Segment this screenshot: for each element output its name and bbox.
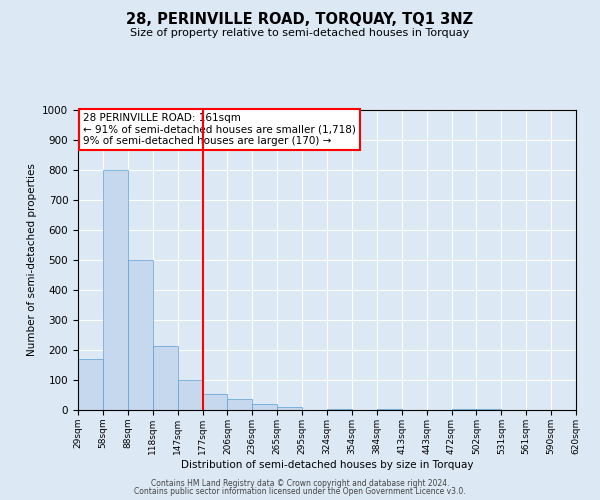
Text: Contains HM Land Registry data © Crown copyright and database right 2024.: Contains HM Land Registry data © Crown c… bbox=[151, 478, 449, 488]
Bar bbox=[103, 170, 128, 410]
Bar bbox=[452, 408, 476, 410]
Bar bbox=[203, 394, 227, 410]
Text: 28, PERINVILLE ROAD, TORQUAY, TQ1 3NZ: 28, PERINVILLE ROAD, TORQUAY, TQ1 3NZ bbox=[127, 12, 473, 28]
Text: 28 PERINVILLE ROAD: 161sqm
← 91% of semi-detached houses are smaller (1,718)
9% : 28 PERINVILLE ROAD: 161sqm ← 91% of semi… bbox=[83, 113, 356, 146]
Bar bbox=[476, 408, 502, 410]
Text: Contains public sector information licensed under the Open Government Licence v3: Contains public sector information licen… bbox=[134, 488, 466, 496]
Bar bbox=[78, 359, 103, 410]
Bar bbox=[227, 398, 253, 410]
Bar bbox=[152, 346, 178, 410]
Bar bbox=[327, 408, 352, 410]
Bar bbox=[178, 380, 203, 410]
Bar bbox=[128, 260, 153, 410]
Text: Size of property relative to semi-detached houses in Torquay: Size of property relative to semi-detach… bbox=[130, 28, 470, 38]
Bar bbox=[277, 407, 302, 410]
Bar bbox=[253, 404, 277, 410]
Y-axis label: Number of semi-detached properties: Number of semi-detached properties bbox=[26, 164, 37, 356]
Bar bbox=[377, 408, 402, 410]
X-axis label: Distribution of semi-detached houses by size in Torquay: Distribution of semi-detached houses by … bbox=[181, 460, 473, 469]
